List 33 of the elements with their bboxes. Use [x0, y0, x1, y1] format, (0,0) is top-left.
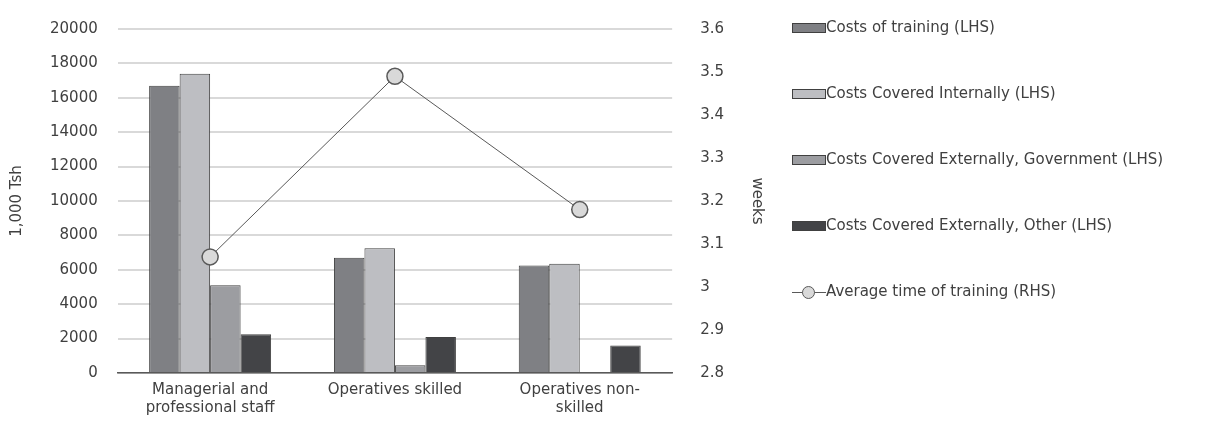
x-tick-label: Operatives skilled	[327, 379, 463, 398]
y2-tick-label: 3.2	[700, 190, 724, 209]
y-tick-label: 14000	[50, 122, 98, 141]
y-tick-label: 4000	[59, 294, 98, 313]
y2-tick-label: 3.4	[700, 104, 724, 123]
y-tick-label: 2000	[59, 328, 98, 347]
legend-label: Costs Covered Externally, Other (LHS)	[826, 216, 1113, 234]
legend-label: Costs Covered Externally, Government (LHS)	[826, 150, 1164, 168]
legend-label: Average time of training (RHS)	[826, 282, 1057, 300]
y2-tick-label: 3	[700, 276, 710, 295]
y-tick-label: 12000	[50, 156, 98, 175]
y2-tick-label: 3.6	[700, 18, 724, 37]
y2-tick-label: 3.5	[700, 61, 724, 80]
legend-label: Costs of training (LHS)	[826, 18, 995, 36]
point	[570, 200, 589, 219]
y2-axis-title: weeks	[749, 177, 768, 225]
y-tick-label: 8000	[59, 225, 98, 244]
y2-tick-label: 3.3	[700, 147, 724, 166]
y-tick-label: 10000	[50, 190, 98, 209]
y-tick-label: 20000	[50, 18, 98, 37]
y-tick-label: 16000	[50, 87, 98, 106]
y2-tick-label: 2.8	[700, 362, 724, 381]
point	[201, 248, 219, 266]
y-axis-title: 1,000 Tsh	[6, 165, 25, 237]
x-tick-label: Operatives non-skilled	[519, 379, 640, 416]
y-tick-label: 6000	[59, 259, 98, 278]
legend-label: Costs Covered Internally (LHS)	[826, 84, 1056, 102]
point	[386, 67, 404, 86]
x-tick-label: Managerial and professional staff	[145, 379, 276, 416]
y2-tick-label: 3.1	[700, 233, 724, 252]
y2-tick-label: 2.9	[700, 319, 724, 338]
y-tick-label: 0	[88, 362, 98, 381]
y-tick-label: 18000	[50, 53, 98, 72]
